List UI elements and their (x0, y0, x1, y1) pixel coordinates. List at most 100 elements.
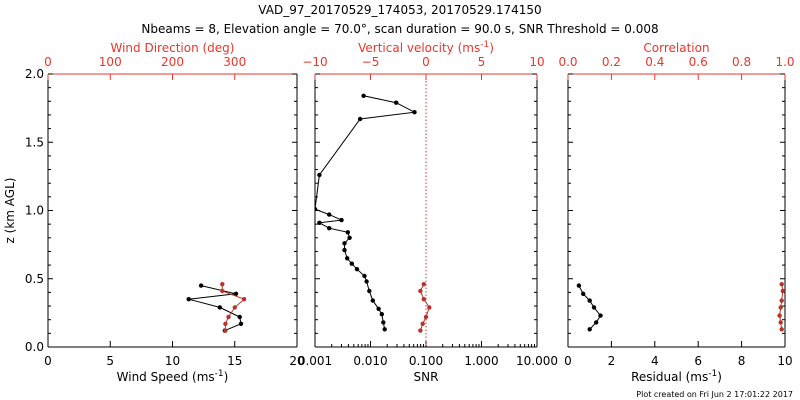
data-point (315, 206, 318, 212)
x-tick-label-bottom: 6 (694, 354, 702, 368)
x-tick-label-bottom: 8 (738, 354, 746, 368)
data-point (412, 110, 417, 115)
x-tick-label-bottom: 0.100 (409, 354, 443, 368)
x-tick-label-bottom: 0.010 (353, 354, 387, 368)
x-axis-title-bottom: Residual (ms-1) (631, 369, 722, 384)
x-axis-title-bottom: Wind Speed (ms-1) (117, 369, 229, 384)
data-point (778, 305, 783, 310)
data-point (779, 298, 784, 303)
data-point (418, 288, 423, 294)
data-point (349, 261, 354, 266)
x-axis-title-top: Vertical velocity (ms-1) (358, 40, 494, 55)
x-tick-label-bottom: 20 (289, 354, 304, 368)
data-point (394, 100, 399, 105)
data-point (220, 282, 225, 287)
x-tick-label-bottom: 2 (608, 354, 616, 368)
x-axis-title-top: Wind Direction (deg) (111, 41, 235, 55)
series-right-black (576, 283, 603, 332)
x-tick-label-top: 0 (422, 55, 430, 69)
data-point (342, 241, 347, 246)
data-point (217, 305, 222, 310)
data-point (779, 282, 784, 287)
data-point (347, 235, 352, 240)
chart-subtitle: Nbeams = 8, Elevation angle = 70.0°, sca… (141, 22, 658, 36)
data-point (226, 314, 231, 320)
x-tick-label-top: 0.6 (689, 55, 708, 69)
data-point (598, 313, 603, 318)
x-tick-label-bottom: 4 (651, 354, 659, 368)
data-point (591, 305, 597, 310)
series-left-black (186, 283, 244, 333)
x-axis-title-top: Correlation (643, 41, 709, 55)
data-point (345, 256, 350, 261)
data-point (186, 297, 191, 302)
series-middle-black (315, 93, 417, 332)
data-point (576, 283, 582, 288)
x-tick-label-bottom: 5 (106, 354, 114, 368)
data-point (220, 288, 225, 294)
data-point (237, 314, 242, 320)
data-point (362, 273, 367, 279)
series-left-red (220, 282, 247, 333)
x-tick-label-top: 0 (44, 55, 52, 69)
data-point (581, 291, 586, 296)
x-tick-label-bottom: 10.000 (516, 354, 558, 368)
data-point (317, 220, 322, 225)
x-tick-label-bottom: 10 (165, 354, 180, 368)
data-point (317, 172, 322, 178)
footer-timestamp: Plot created on Fri Jun 2 17:01:22 2017 (636, 390, 793, 399)
x-tick-label-bottom: 1.000 (464, 354, 498, 368)
data-point (327, 226, 332, 231)
x-tick-label-top: 200 (161, 55, 184, 69)
x-tick-label-bottom: 0 (44, 354, 52, 368)
data-point (345, 230, 350, 235)
chart-title: VAD_97_20170529_174053, 20170529.174150 (258, 3, 541, 17)
x-tick-label-top: 0.0 (558, 55, 577, 69)
data-point (339, 217, 344, 223)
data-point (594, 320, 599, 325)
x-tick-label-top: 0.8 (732, 55, 751, 69)
data-point (342, 247, 347, 253)
data-point (587, 327, 592, 332)
data-point (376, 306, 381, 311)
y-tick-label: 1.5 (25, 135, 44, 149)
x-tick-label-bottom: 0.001 (298, 354, 332, 368)
data-point (421, 297, 426, 302)
y-tick-label: 1.0 (25, 204, 44, 218)
x-tick-label-top: 0.2 (602, 55, 621, 69)
data-point (241, 297, 247, 302)
data-point (223, 328, 228, 333)
x-tick-label-top: 100 (99, 55, 122, 69)
data-point (587, 298, 592, 303)
x-tick-label-bottom: 10 (777, 354, 792, 368)
data-point (327, 212, 332, 217)
x-tick-label-top: 300 (223, 55, 246, 69)
y-axis-title: z (km AGL) (3, 178, 17, 244)
x-tick-label-top: −5 (362, 55, 380, 69)
series-middle-red (418, 282, 432, 333)
series-right-red (777, 282, 785, 332)
data-point (354, 267, 360, 272)
data-point (421, 282, 426, 287)
data-point (423, 314, 429, 320)
y-tick-label: 0.0 (25, 340, 44, 354)
data-point (232, 305, 237, 310)
data-point (233, 291, 239, 296)
x-tick-label-top: 1.0 (775, 55, 794, 69)
y-tick-label: 0.5 (25, 272, 44, 286)
data-point (382, 327, 387, 332)
data-point (779, 327, 784, 332)
y-tick-label: 2.0 (25, 67, 44, 81)
data-point (427, 305, 432, 310)
data-point (420, 321, 425, 326)
data-point (223, 321, 228, 326)
panel-right: 0 2 4 6 8 10 0.0 0.2 0.4 0.6 0.8 1.0 Residual (ms-1)… (558, 41, 794, 384)
x-tick-label-bottom: 15 (227, 354, 242, 368)
data-point (778, 320, 783, 325)
x-tick-label-top: 10 (529, 55, 544, 69)
data-point (379, 312, 384, 317)
data-point (238, 321, 244, 326)
x-tick-label-bottom: 0 (564, 354, 572, 368)
